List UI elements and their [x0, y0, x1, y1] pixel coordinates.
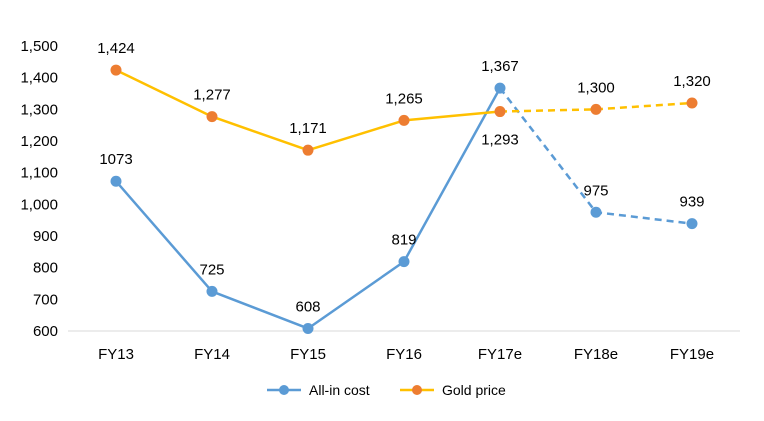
- all-in-cost-data-label: 725: [199, 261, 224, 278]
- y-tick-label: 1,500: [20, 38, 58, 55]
- all-in-cost-point: [110, 175, 122, 187]
- gold-price-point: [110, 64, 122, 76]
- all-in-cost-point: [302, 322, 314, 334]
- all-in-cost-data-label: 975: [583, 182, 608, 199]
- y-tick-label: 800: [33, 260, 58, 277]
- all-in-cost-point: [590, 206, 602, 218]
- all-in-cost-data-label: 1,367: [481, 58, 519, 75]
- all-in-cost-data-label: 819: [391, 232, 416, 249]
- x-tick-label: FY15: [290, 346, 326, 363]
- x-tick-label: FY14: [194, 346, 230, 363]
- x-tick-label: FY16: [386, 346, 422, 363]
- x-tick-label: FY17e: [478, 346, 522, 363]
- y-tick-label: 900: [33, 228, 58, 245]
- y-tick-label: 700: [33, 291, 58, 308]
- all-in-cost-legend-label: All-in cost: [309, 382, 370, 398]
- gold-price-data-label: 1,277: [193, 87, 231, 104]
- gold-price-data-label: 1,300: [577, 79, 615, 96]
- y-tick-label: 1,300: [20, 101, 58, 118]
- gold-price-point: [494, 106, 506, 118]
- gold-price-legend-label: Gold price: [442, 382, 506, 398]
- gold-price-point: [398, 114, 410, 126]
- x-axis-ticks: FY13 FY14 FY15 FY16 FY17e FY18e FY19e: [98, 346, 714, 363]
- legend: All-in cost Gold price: [267, 382, 506, 398]
- gold-price-point: [302, 144, 314, 156]
- gold-price-point: [206, 111, 218, 123]
- gold-price-data-label: 1,171: [289, 120, 327, 137]
- all-in-cost-data-label: 1073: [99, 151, 132, 168]
- all-in-cost-data-label: 939: [679, 194, 704, 211]
- y-axis-ticks: 600 700 800 900 1,000 1,100 1,200 1,300 1,400 1,5…: [20, 38, 58, 340]
- gold-price-point: [590, 103, 602, 115]
- y-tick-label: 600: [33, 323, 58, 340]
- x-tick-label: FY19e: [670, 346, 714, 363]
- x-tick-label: FY13: [98, 346, 134, 363]
- all-in-cost-point: [206, 285, 218, 297]
- gold-price-legend-marker: [412, 385, 422, 395]
- y-tick-label: 1,000: [20, 196, 58, 213]
- y-tick-label: 1,200: [20, 133, 58, 150]
- y-tick-label: 1,100: [20, 165, 58, 182]
- gold-price-data-label: 1,320: [673, 73, 711, 90]
- all-in-cost-point: [686, 218, 698, 230]
- x-tick-label: FY18e: [574, 346, 618, 363]
- all-in-cost-point: [398, 256, 410, 268]
- series-layer: [110, 64, 698, 334]
- gold-price-data-label: 1,265: [385, 90, 423, 107]
- gold-price-line: [114, 68, 502, 152]
- data-labels: 1073 725 608 819 1,367 975 939 1,424 1,277 1,171 1…: [97, 40, 711, 315]
- all-in-cost-legend-marker: [279, 385, 289, 395]
- gold-price-data-label: 1,424: [97, 40, 135, 57]
- gold-price-point: [686, 97, 698, 109]
- y-tick-label: 1,400: [20, 70, 58, 87]
- all-in-cost-point: [494, 82, 506, 94]
- gold-price-data-label: 1,293: [481, 132, 519, 149]
- all-in-cost-data-label: 608: [295, 298, 320, 315]
